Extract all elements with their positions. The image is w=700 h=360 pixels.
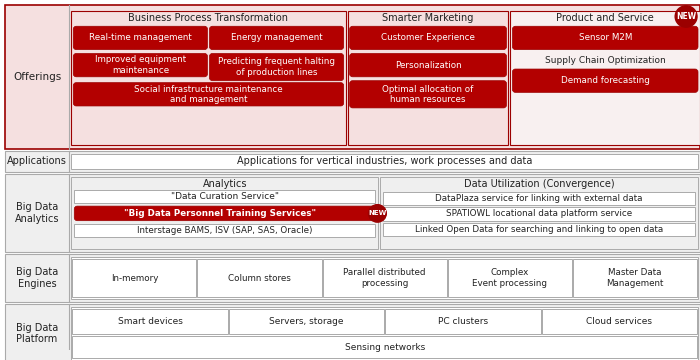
FancyBboxPatch shape	[542, 309, 697, 334]
FancyBboxPatch shape	[74, 83, 344, 106]
FancyBboxPatch shape	[74, 224, 375, 237]
FancyBboxPatch shape	[72, 258, 197, 297]
FancyBboxPatch shape	[512, 26, 698, 50]
Text: Customer Experience: Customer Experience	[381, 33, 475, 42]
Text: Personalization: Personalization	[395, 60, 461, 69]
Text: PC clusters: PC clusters	[438, 317, 488, 326]
FancyBboxPatch shape	[573, 258, 697, 297]
FancyBboxPatch shape	[380, 177, 698, 249]
Text: Big Data
Analytics: Big Data Analytics	[15, 202, 60, 224]
Text: Sensor M2M: Sensor M2M	[578, 33, 632, 42]
Text: Sensing networks: Sensing networks	[344, 343, 425, 352]
Text: Column stores: Column stores	[228, 274, 291, 283]
Circle shape	[676, 6, 697, 27]
Text: Business Process Transformation: Business Process Transformation	[129, 13, 288, 23]
Text: Predicting frequent halting
of production lines: Predicting frequent halting of productio…	[218, 57, 335, 77]
FancyBboxPatch shape	[349, 26, 507, 50]
FancyBboxPatch shape	[72, 336, 697, 358]
Text: Interstage BAMS, ISV (SAP, SAS, Oracle): Interstage BAMS, ISV (SAP, SAS, Oracle)	[137, 226, 313, 235]
Text: Big Data
Platform: Big Data Platform	[16, 323, 58, 344]
Text: Complex
Event processing: Complex Event processing	[473, 268, 547, 288]
FancyBboxPatch shape	[71, 154, 698, 169]
Text: Demand forecasting: Demand forecasting	[561, 76, 650, 85]
FancyBboxPatch shape	[384, 192, 695, 205]
FancyBboxPatch shape	[5, 254, 700, 302]
Text: NEW: NEW	[368, 210, 386, 216]
FancyBboxPatch shape	[384, 207, 695, 221]
Text: Data Utilization (Convergence): Data Utilization (Convergence)	[464, 179, 615, 189]
FancyBboxPatch shape	[74, 190, 375, 203]
Text: "Data Curation Service": "Data Curation Service"	[171, 192, 279, 201]
FancyBboxPatch shape	[385, 309, 540, 334]
Text: SPATIOWL locational data platform service: SPATIOWL locational data platform servic…	[446, 210, 632, 219]
Circle shape	[368, 204, 386, 222]
FancyBboxPatch shape	[74, 54, 207, 77]
FancyBboxPatch shape	[384, 222, 695, 236]
FancyBboxPatch shape	[448, 258, 572, 297]
Text: Applications for vertical industries, work processes and data: Applications for vertical industries, wo…	[237, 156, 532, 166]
FancyBboxPatch shape	[74, 206, 375, 221]
Text: Smart devices: Smart devices	[118, 317, 183, 326]
FancyBboxPatch shape	[323, 258, 447, 297]
FancyBboxPatch shape	[71, 177, 379, 249]
Text: Social infrastructure maintenance
and management: Social infrastructure maintenance and ma…	[134, 85, 283, 104]
Text: Applications: Applications	[7, 156, 67, 166]
Text: Energy management: Energy management	[231, 33, 323, 42]
Text: Optimal allocation of
human resources: Optimal allocation of human resources	[382, 85, 474, 104]
FancyBboxPatch shape	[512, 69, 698, 93]
Text: Master Data
Management: Master Data Management	[606, 268, 664, 288]
FancyBboxPatch shape	[5, 304, 700, 360]
FancyBboxPatch shape	[349, 54, 507, 77]
Text: NEW: NEW	[676, 12, 696, 21]
FancyBboxPatch shape	[71, 257, 698, 300]
Text: "Big Data Personnel Training Services": "Big Data Personnel Training Services"	[124, 209, 316, 218]
Text: Improved equipment
maintenance: Improved equipment maintenance	[94, 55, 186, 75]
FancyBboxPatch shape	[510, 11, 700, 145]
FancyBboxPatch shape	[74, 26, 207, 50]
Text: Product and Service: Product and Service	[556, 13, 654, 23]
FancyBboxPatch shape	[209, 26, 344, 50]
Text: Real-time management: Real-time management	[89, 33, 192, 42]
FancyBboxPatch shape	[209, 54, 344, 81]
FancyBboxPatch shape	[72, 309, 228, 334]
FancyBboxPatch shape	[5, 151, 700, 172]
FancyBboxPatch shape	[5, 5, 700, 149]
Text: Supply Chain Optimization: Supply Chain Optimization	[545, 56, 666, 65]
FancyBboxPatch shape	[348, 11, 508, 145]
FancyBboxPatch shape	[71, 307, 698, 360]
Text: Analytics: Analytics	[202, 179, 247, 189]
Text: In-memory: In-memory	[111, 274, 158, 283]
Text: Big Data
Engines: Big Data Engines	[16, 267, 58, 289]
Text: Servers, storage: Servers, storage	[270, 317, 344, 326]
Text: DataPlaza service for linking with external data: DataPlaza service for linking with exter…	[435, 194, 643, 203]
FancyBboxPatch shape	[5, 174, 700, 252]
FancyBboxPatch shape	[71, 11, 346, 145]
FancyBboxPatch shape	[229, 309, 384, 334]
FancyBboxPatch shape	[197, 258, 321, 297]
Text: Parallel distributed
processing: Parallel distributed processing	[344, 268, 426, 288]
FancyBboxPatch shape	[349, 81, 507, 108]
Text: Cloud services: Cloud services	[587, 317, 652, 326]
Text: Offerings: Offerings	[13, 72, 61, 82]
Text: Smarter Marketing: Smarter Marketing	[382, 13, 474, 23]
Text: Linked Open Data for searching and linking to open data: Linked Open Data for searching and linki…	[415, 225, 664, 234]
